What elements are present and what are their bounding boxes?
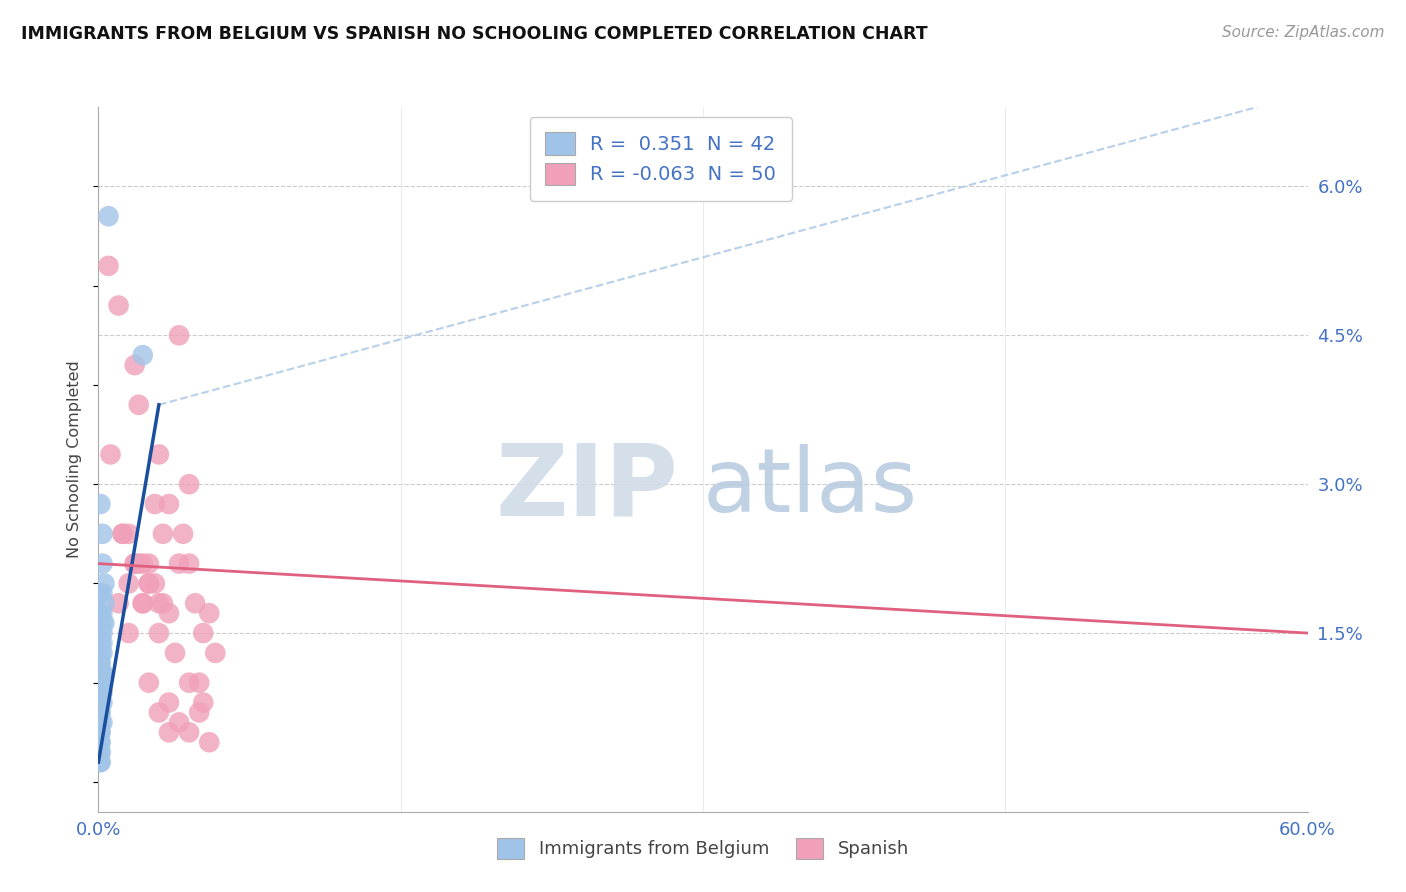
Point	[91, 606, 114, 620]
Point	[89, 626, 111, 640]
Point	[132, 348, 155, 362]
Point	[157, 696, 180, 710]
Point	[91, 665, 114, 680]
Point	[188, 675, 211, 690]
Point	[157, 497, 180, 511]
Point	[89, 497, 111, 511]
Point	[148, 596, 170, 610]
Point	[107, 596, 129, 610]
Point	[89, 656, 111, 670]
Point	[89, 745, 111, 759]
Point	[193, 626, 215, 640]
Point	[179, 725, 201, 739]
Text: atlas: atlas	[703, 444, 918, 531]
Point	[124, 557, 146, 571]
Point	[89, 646, 111, 660]
Point	[132, 596, 155, 610]
Point	[184, 596, 207, 610]
Point	[179, 557, 201, 571]
Point	[97, 259, 120, 273]
Point	[89, 755, 111, 769]
Point	[89, 675, 111, 690]
Text: Source: ZipAtlas.com: Source: ZipAtlas.com	[1222, 25, 1385, 40]
Point	[143, 497, 166, 511]
Point	[89, 755, 111, 769]
Point	[193, 696, 215, 710]
Point	[91, 526, 114, 541]
Text: IMMIGRANTS FROM BELGIUM VS SPANISH NO SCHOOLING COMPLETED CORRELATION CHART: IMMIGRANTS FROM BELGIUM VS SPANISH NO SC…	[21, 25, 928, 43]
Point	[152, 596, 174, 610]
Point	[89, 665, 111, 680]
Point	[91, 646, 114, 660]
Point	[93, 576, 115, 591]
Point	[128, 557, 150, 571]
Point	[89, 735, 111, 749]
Point	[111, 526, 134, 541]
Point	[111, 526, 134, 541]
Point	[89, 656, 111, 670]
Point	[89, 725, 111, 739]
Point	[91, 557, 114, 571]
Point	[138, 576, 160, 591]
Point	[89, 696, 111, 710]
Point	[148, 626, 170, 640]
Point	[148, 447, 170, 461]
Point	[132, 557, 155, 571]
Point	[188, 706, 211, 720]
Point	[143, 576, 166, 591]
Point	[91, 636, 114, 650]
Point	[91, 665, 114, 680]
Point	[172, 526, 194, 541]
Point	[157, 725, 180, 739]
Point	[91, 626, 114, 640]
Point	[128, 398, 150, 412]
Point	[132, 596, 155, 610]
Point	[179, 477, 201, 491]
Point	[100, 447, 122, 461]
Point	[118, 526, 141, 541]
Point	[91, 696, 114, 710]
Point	[179, 675, 201, 690]
Point	[89, 735, 111, 749]
Point	[118, 576, 141, 591]
Point	[138, 675, 160, 690]
Point	[163, 646, 186, 660]
Point	[107, 299, 129, 313]
Point	[198, 735, 221, 749]
Point	[93, 616, 115, 631]
Point	[89, 715, 111, 730]
Point	[93, 596, 115, 610]
Point	[89, 586, 111, 600]
Point	[152, 526, 174, 541]
Point	[89, 706, 111, 720]
Point	[89, 675, 111, 690]
Point	[89, 606, 111, 620]
Point	[91, 586, 114, 600]
Point	[124, 358, 146, 372]
Point	[89, 706, 111, 720]
Legend: Immigrants from Belgium, Spanish: Immigrants from Belgium, Spanish	[489, 830, 917, 866]
Point	[157, 606, 180, 620]
Point	[89, 685, 111, 699]
Text: ZIP: ZIP	[496, 439, 679, 536]
Point	[91, 685, 114, 699]
Point	[97, 209, 120, 223]
Point	[198, 606, 221, 620]
Point	[89, 636, 111, 650]
Y-axis label: No Schooling Completed: No Schooling Completed	[67, 360, 83, 558]
Point	[124, 557, 146, 571]
Point	[91, 715, 114, 730]
Point	[204, 646, 226, 660]
Point	[89, 725, 111, 739]
Point	[89, 745, 111, 759]
Point	[118, 626, 141, 640]
Point	[167, 557, 190, 571]
Point	[167, 715, 190, 730]
Point	[148, 706, 170, 720]
Point	[167, 328, 190, 343]
Point	[91, 616, 114, 631]
Point	[138, 557, 160, 571]
Point	[138, 576, 160, 591]
